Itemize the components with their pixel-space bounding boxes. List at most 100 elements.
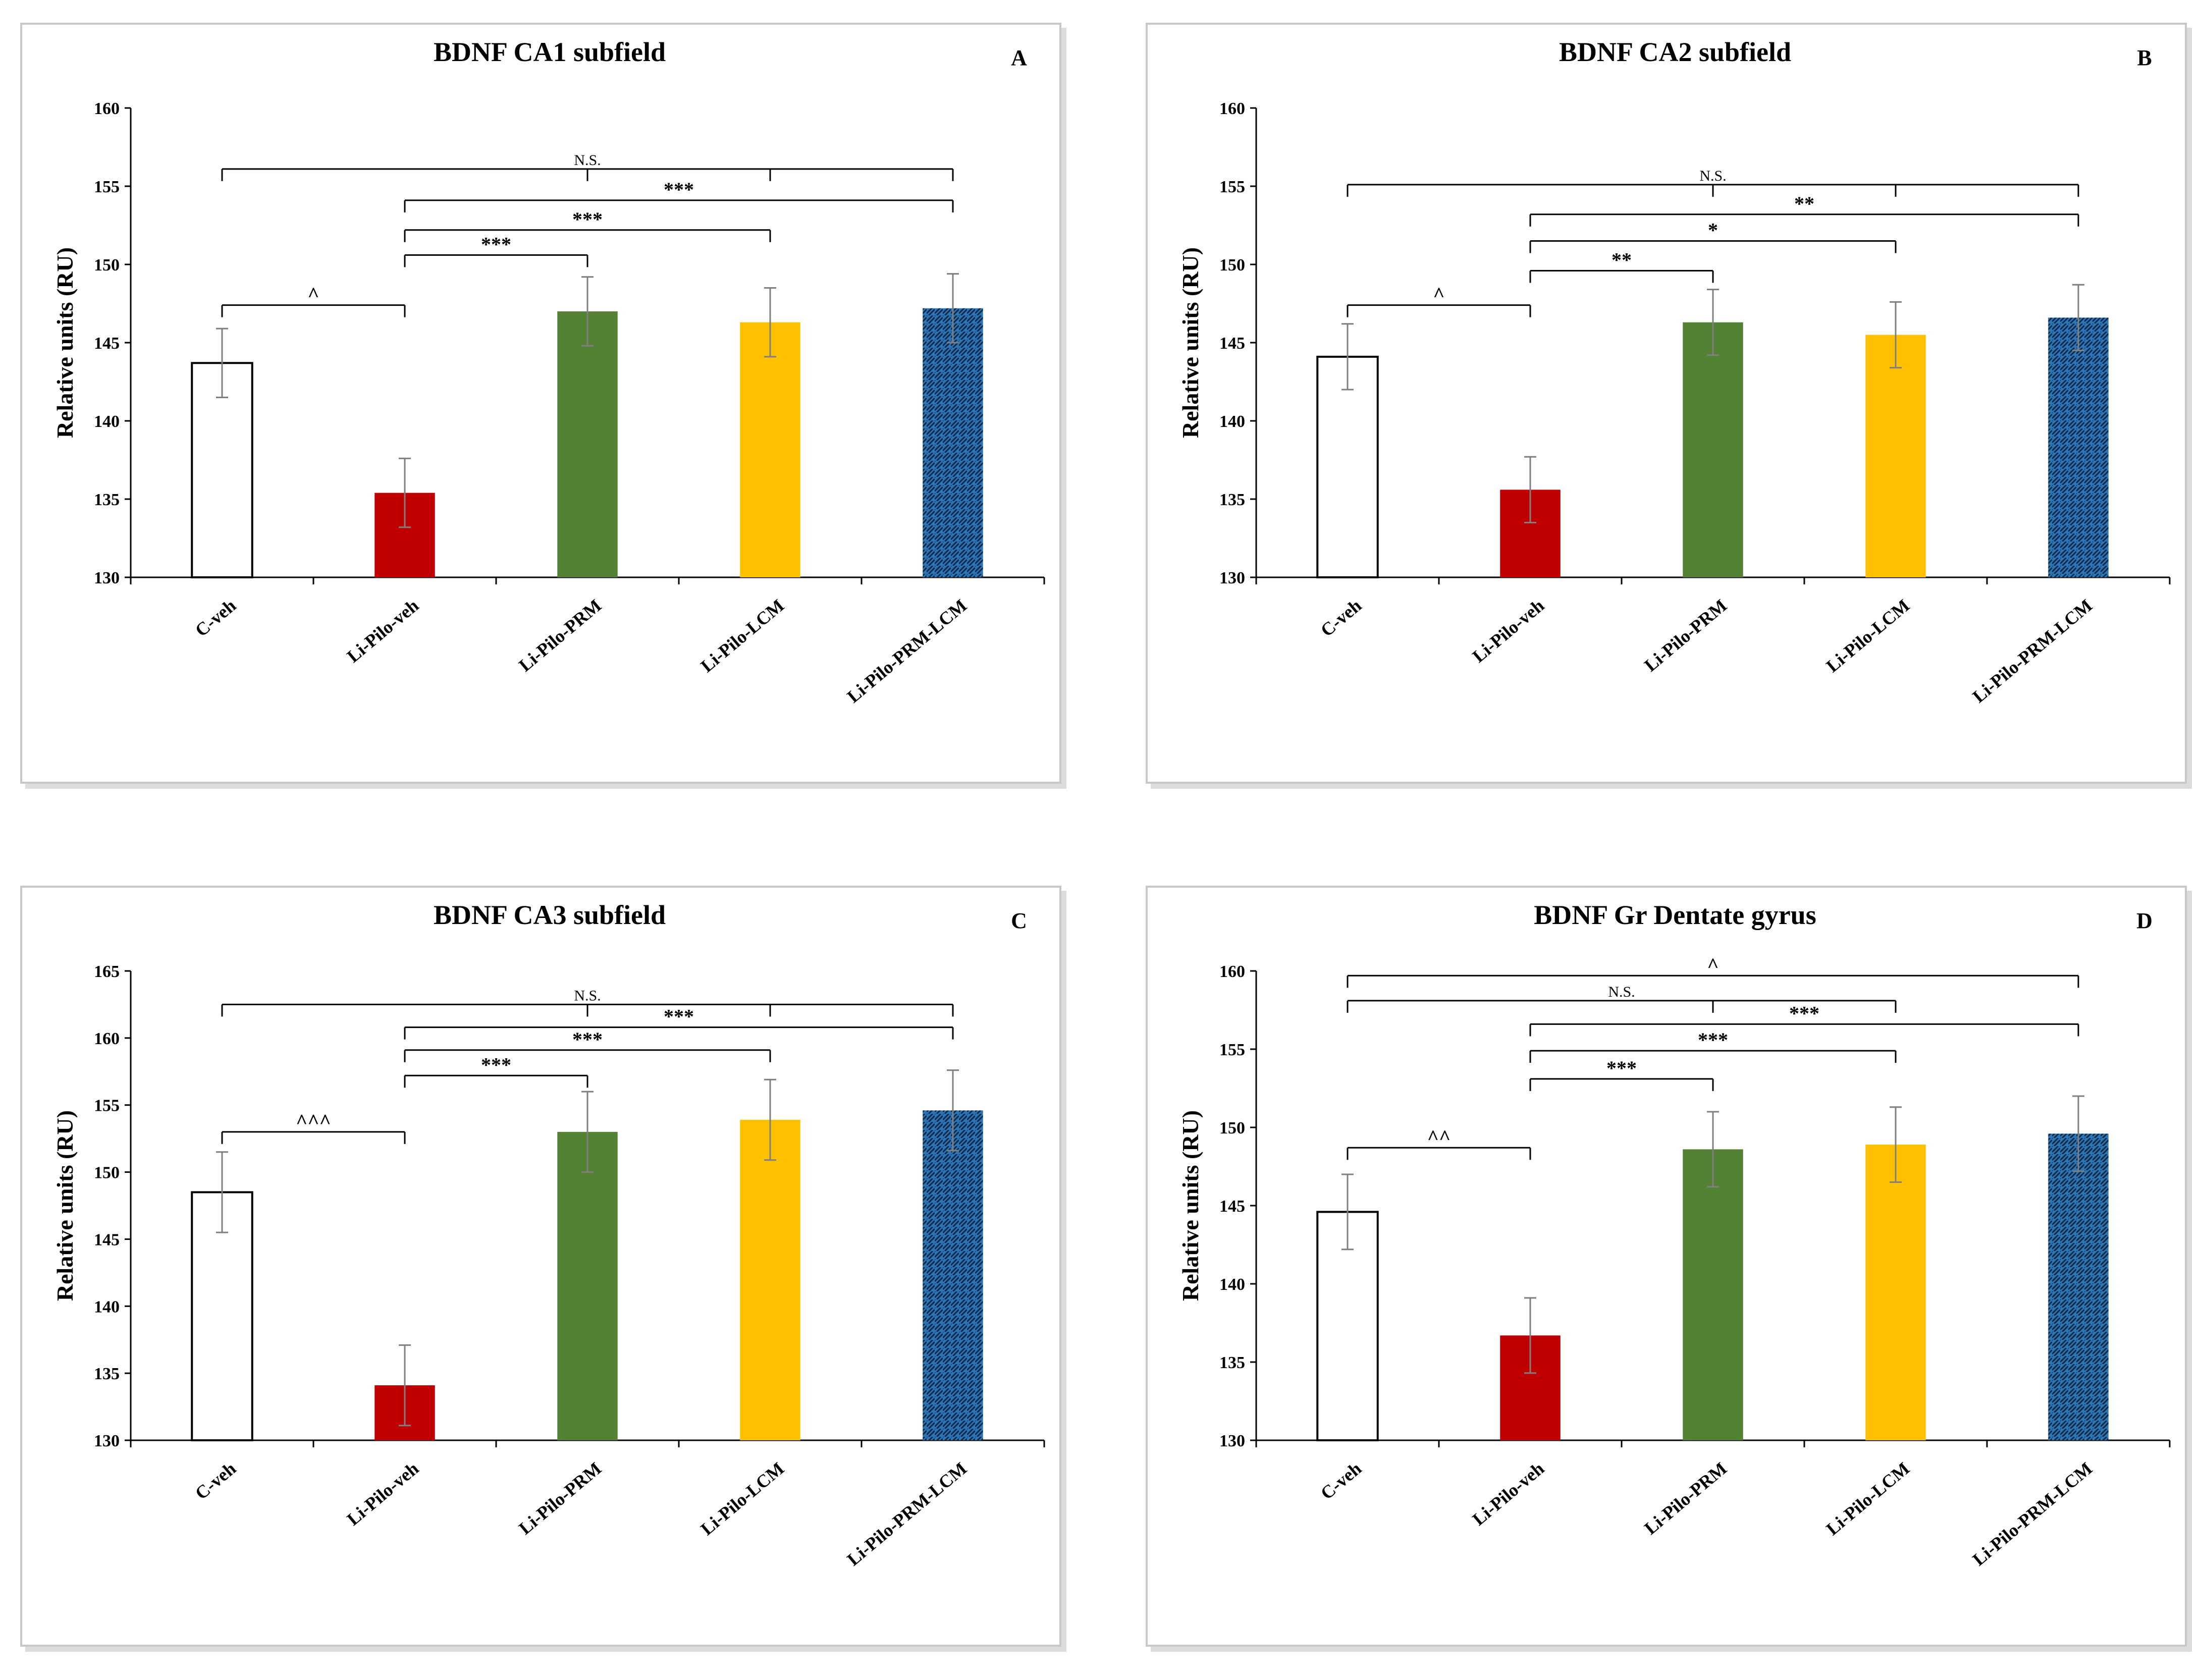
panel-letter: D [2136, 908, 2153, 933]
x-tick-label: Li-Pilo-PRM-LCM [1969, 1458, 2096, 1569]
bar-c-veh [1316, 355, 1379, 579]
chart-svg-a: BDNF CA1 subfield A Relative units (RU) 130… [52, 37, 1045, 707]
x-tick-label: C-veh [1317, 1458, 1365, 1503]
significance-label: *** [664, 178, 694, 201]
significance-label: ** [1612, 248, 1632, 271]
x-tick-label: Li-Pilo-PRM [1640, 1458, 1731, 1538]
bar-li-pilo-lcm [740, 322, 800, 577]
significance-label: N.S. [1699, 168, 1726, 184]
significance-label: ^ [307, 283, 319, 306]
x-tick-label: Li-Pilo-PRM [515, 1458, 605, 1538]
y-tick-label: 160 [1219, 962, 1245, 981]
bar-c-veh [191, 1191, 253, 1442]
y-tick-label: 160 [1219, 99, 1245, 118]
chart-title: BDNF CA1 subfield [434, 37, 666, 67]
y-tick-label: 150 [94, 1164, 120, 1182]
chart-panel-a: BDNF CA1 subfield A Relative units (RU) 130… [20, 23, 1061, 784]
significance-label: *** [572, 1028, 603, 1051]
significance-label: ^^^ [296, 1110, 331, 1132]
x-tick-label: Li-Pilo-veh [343, 1458, 422, 1529]
chart-panel-d: BDNF Gr Dentate gyrus D Relative units (RU… [1146, 886, 2187, 1647]
panel-letter: C [1011, 908, 1027, 933]
x-tick-label: Li-Pilo-PRM [515, 595, 605, 675]
chart-svg-c: BDNF CA3 subfield C Relative units (RU) 130… [52, 900, 1045, 1569]
x-tick-label: Li-Pilo-PRM [1640, 595, 1731, 675]
chart-title: BDNF CA2 subfield [1559, 37, 1791, 67]
significance-label: *** [572, 208, 603, 231]
significance-label: ^ [1433, 283, 1444, 306]
y-tick-label: 155 [1219, 1041, 1245, 1059]
significance-label: N.S. [1608, 984, 1635, 1000]
significance-label: *** [481, 1053, 511, 1076]
x-tick-label: C-veh [1317, 595, 1365, 640]
bar-c-veh [191, 362, 253, 578]
y-axis-label: Relative units (RU) [1177, 247, 1203, 438]
x-tick-label: Li-Pilo-veh [1469, 1458, 1548, 1529]
panel-letter: B [2137, 45, 2152, 70]
chart-title: BDNF CA3 subfield [434, 900, 666, 930]
x-tick-label: Li-Pilo-veh [343, 595, 422, 666]
x-tick-label: Li-Pilo-PRM-LCM [843, 1458, 971, 1569]
y-tick-label: 165 [94, 962, 120, 981]
y-tick-label: 150 [94, 256, 120, 275]
significance-label: * [1708, 219, 1718, 242]
significance-label: *** [664, 1005, 694, 1028]
y-tick-label: 135 [94, 491, 120, 509]
y-tick-label: 130 [94, 1432, 120, 1450]
bar-li-pilo-prm [557, 311, 618, 577]
x-tick-label: Li-Pilo-LCM [697, 1458, 788, 1539]
y-axis-label: Relative units (RU) [52, 1110, 78, 1301]
bar-li-pilo-prm-lcm [2048, 1133, 2109, 1440]
x-tick-label: C-veh [191, 595, 240, 640]
x-tick-label: Li-Pilo-LCM [697, 595, 788, 676]
x-tick-label: Li-Pilo-LCM [1822, 595, 1913, 676]
y-tick-label: 150 [1219, 256, 1245, 275]
significance-label: *** [1698, 1028, 1728, 1051]
bar-li-pilo-prm [1683, 1149, 1743, 1440]
significance-label: ^ [1707, 953, 1718, 976]
chart-panel-b: BDNF CA2 subfield B Relative units (RU) 130… [1146, 23, 2187, 784]
y-tick-label: 145 [1219, 1197, 1245, 1216]
y-tick-label: 140 [94, 1297, 120, 1316]
bar-li-pilo-lcm [1865, 335, 1926, 577]
significance-label: N.S. [574, 987, 601, 1004]
significance-label: ** [1794, 192, 1814, 215]
bar-li-pilo-prm-lcm [923, 1110, 983, 1440]
significance-label: N.S. [574, 152, 601, 169]
bar-li-pilo-lcm [740, 1119, 800, 1440]
y-tick-label: 145 [94, 1230, 120, 1249]
y-tick-label: 160 [94, 99, 120, 118]
bar-li-pilo-prm [557, 1131, 618, 1440]
y-tick-label: 135 [1219, 1353, 1245, 1372]
y-tick-label: 130 [1219, 569, 1245, 587]
y-tick-label: 130 [94, 569, 120, 587]
significance-label: *** [1789, 1002, 1819, 1024]
y-tick-label: 155 [1219, 178, 1245, 196]
y-tick-label: 140 [1219, 412, 1245, 431]
y-tick-label: 135 [94, 1365, 120, 1383]
chart-title: BDNF Gr Dentate gyrus [1534, 900, 1816, 930]
y-axis-label: Relative units (RU) [52, 247, 78, 438]
y-tick-label: 145 [94, 334, 120, 353]
y-tick-label: 155 [94, 178, 120, 196]
y-tick-label: 160 [94, 1029, 120, 1048]
x-tick-label: Li-Pilo-PRM-LCM [843, 595, 971, 707]
panel-letter: A [1011, 45, 1027, 70]
y-tick-label: 140 [94, 412, 120, 431]
y-axis-label: Relative units (RU) [1177, 1110, 1203, 1301]
bar-li-pilo-lcm [1865, 1145, 1926, 1440]
y-tick-label: 145 [1219, 334, 1245, 353]
y-tick-label: 140 [1219, 1275, 1245, 1294]
significance-label: ^^ [1427, 1125, 1451, 1148]
bar-li-pilo-prm-lcm [2048, 317, 2109, 577]
x-tick-label: C-veh [191, 1458, 240, 1503]
bar-li-pilo-prm-lcm [923, 308, 983, 577]
significance-label: *** [1606, 1057, 1637, 1079]
significance-label: *** [481, 233, 511, 255]
x-tick-label: Li-Pilo-LCM [1822, 1458, 1913, 1539]
y-tick-label: 155 [94, 1097, 120, 1115]
y-tick-label: 130 [1219, 1432, 1245, 1450]
y-tick-label: 150 [1219, 1119, 1245, 1137]
chart-svg-b: BDNF CA2 subfield B Relative units (RU) 130… [1177, 37, 2171, 707]
bar-li-pilo-prm [1683, 322, 1743, 577]
